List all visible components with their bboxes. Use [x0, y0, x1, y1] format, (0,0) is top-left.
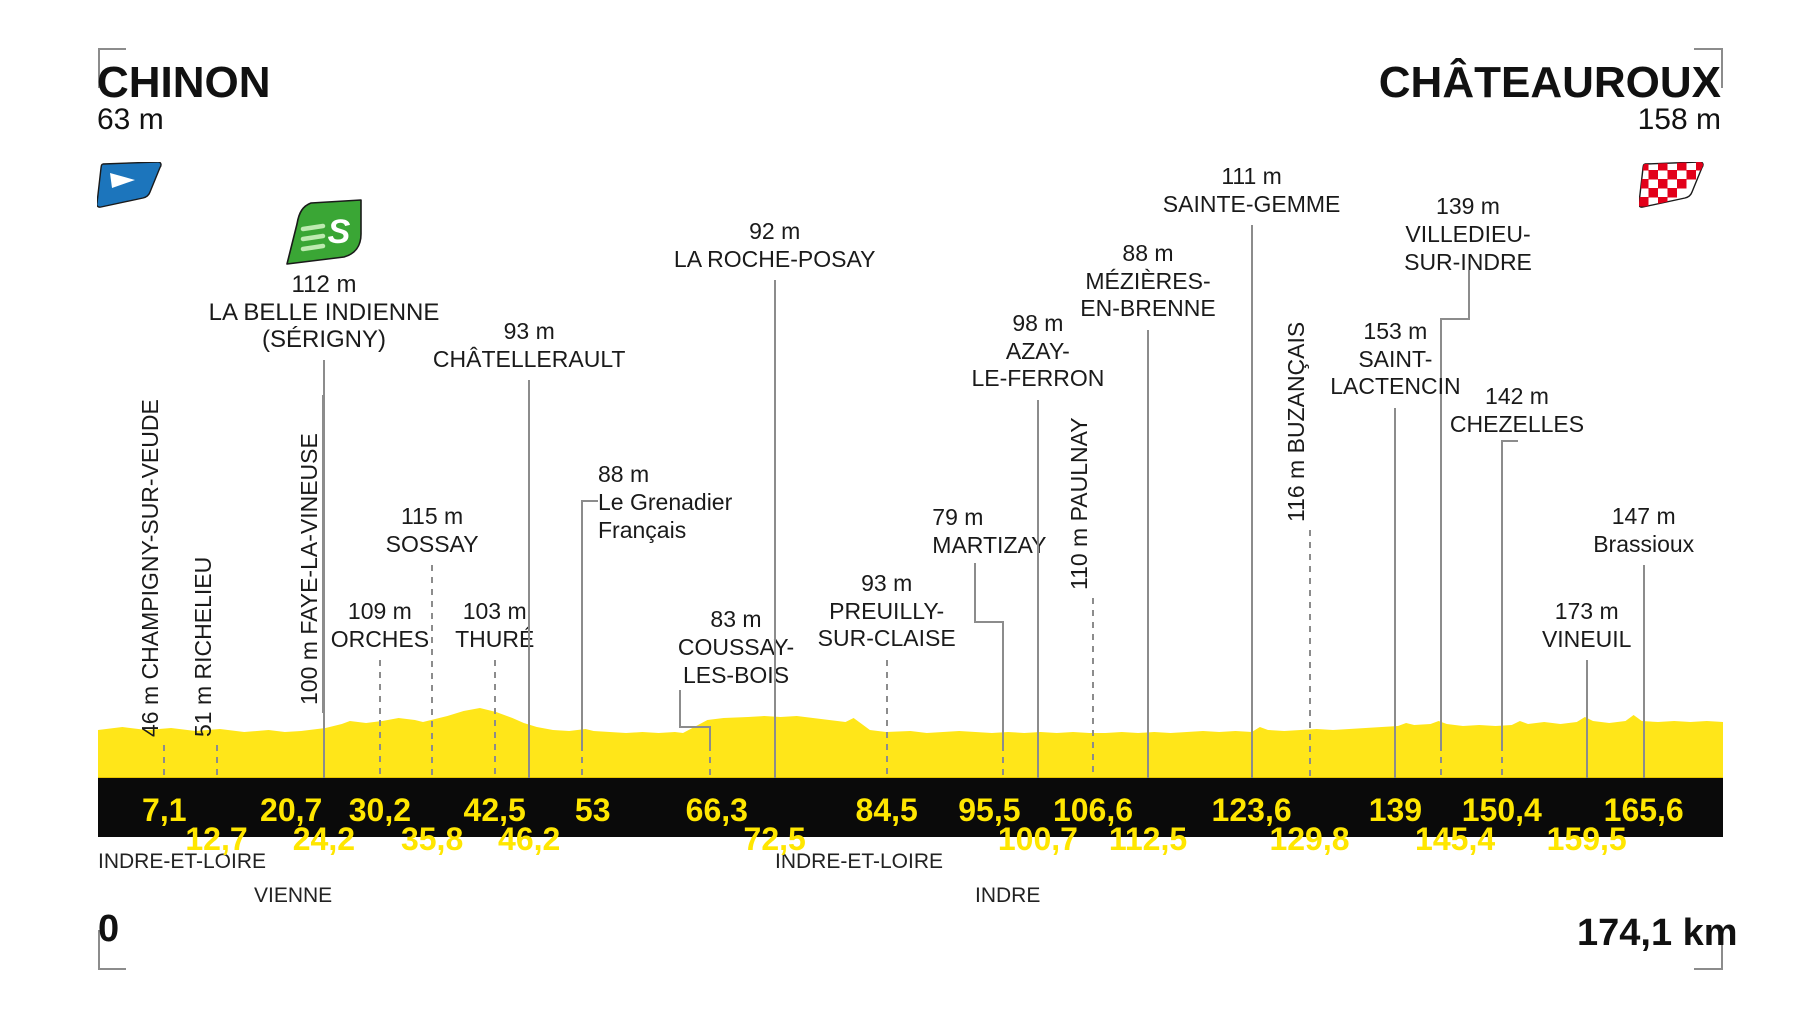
svg-text:S: S — [328, 213, 351, 251]
